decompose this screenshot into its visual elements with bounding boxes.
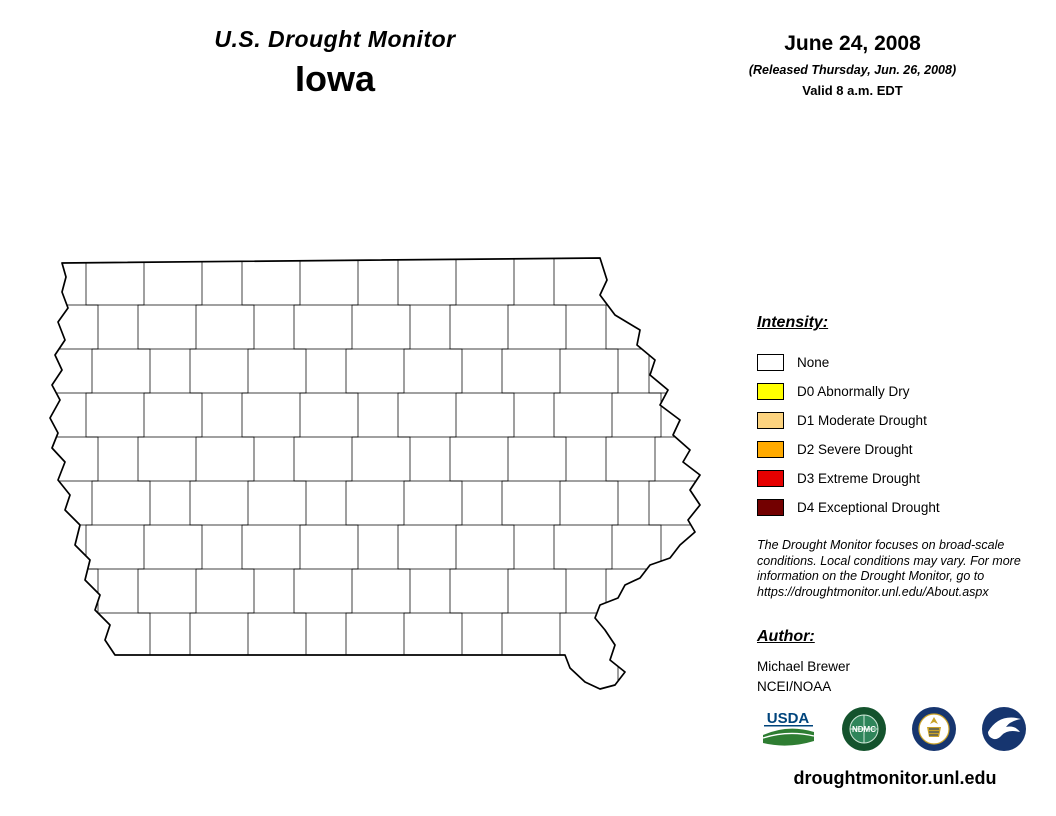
legend-item-d1: D1 Moderate Drought <box>757 406 1047 435</box>
disclaimer-text: The Drought Monitor focuses on broad-sca… <box>757 538 1021 599</box>
page-title: U.S. Drought Monitor <box>214 26 456 52</box>
footer-url: droughtmonitor.unl.edu <box>793 768 997 788</box>
legend-label-d2: D2 Severe Drought <box>797 442 913 457</box>
ndmc-logo-text: NDMC <box>852 725 876 734</box>
iowa-state-shape <box>50 258 700 689</box>
legend-label-none: None <box>797 355 830 370</box>
legend-label-d4: D4 Exceptional Drought <box>797 500 940 515</box>
legend-item-d4: D4 Exceptional Drought <box>757 493 1047 522</box>
legend-swatch-d0 <box>757 383 784 400</box>
author-name: Michael Brewer <box>757 659 851 674</box>
iowa-state-outline <box>49 257 701 690</box>
iowa-county-map <box>40 255 705 690</box>
intensity-legend: Intensity: None D0 Abnormally Dry D1 Moder… <box>757 314 1047 522</box>
county-grid <box>50 258 700 689</box>
iowa-map-svg <box>49 257 701 690</box>
usda-logo-text: USDA <box>767 710 810 727</box>
map-date: June 24, 2008 <box>784 32 921 55</box>
author-org: NCEI/NOAA <box>757 679 832 694</box>
legend-label-d3: D3 Extreme Drought <box>797 471 921 486</box>
ndmc-logo: NDMC <box>842 707 886 751</box>
legend-swatch-none <box>757 354 784 371</box>
legend-swatch-d2 <box>757 441 784 458</box>
legend-swatch-d3 <box>757 470 784 487</box>
legend-swatch-d1 <box>757 412 784 429</box>
usda-logo: USDA <box>762 710 815 746</box>
legend-label-d1: D1 Moderate Drought <box>797 413 927 428</box>
logo-row: USDA NDMC <box>760 706 1027 752</box>
author-heading: Author: <box>757 628 815 645</box>
legend-items: None D0 Abnormally Dry D1 Moderate Drought… <box>757 348 1047 522</box>
valid-time: Valid 8 a.m. EDT <box>802 83 903 98</box>
author-block: Author: Michael Brewer NCEI/NOAA <box>757 628 850 697</box>
commerce-seal-logo <box>912 707 956 751</box>
released-date: (Released Thursday, Jun. 26, 2008) <box>748 63 957 77</box>
legend-item-d3: D3 Extreme Drought <box>757 464 1047 493</box>
legend-item-d2: D2 Severe Drought <box>757 435 1047 464</box>
region-title: Iowa <box>294 58 375 99</box>
legend-item-d0: D0 Abnormally Dry <box>757 377 1047 406</box>
title-block: U.S. Drought Monitor Iowa <box>140 26 530 100</box>
legend-item-none: None <box>757 348 1047 377</box>
noaa-logo <box>982 707 1026 751</box>
date-block: June 24, 2008 (Released Thursday, Jun. 2… <box>715 32 990 98</box>
legend-label-d0: D0 Abnormally Dry <box>797 384 910 399</box>
legend-swatch-d4 <box>757 499 784 516</box>
legend-heading: Intensity: <box>757 314 829 331</box>
